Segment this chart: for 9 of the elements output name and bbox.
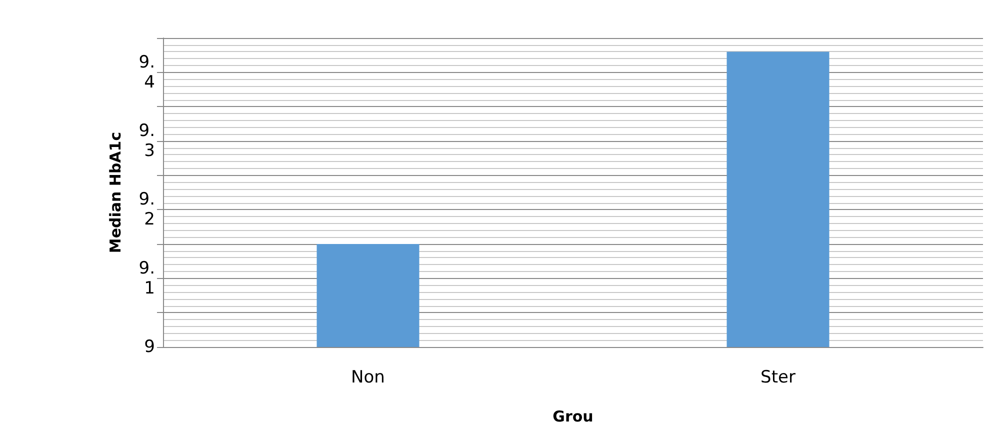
y-tick-label: 9. 4 — [138, 52, 155, 92]
y-tick-label: 9. 2 — [138, 190, 155, 230]
y-tick-label: 9 — [144, 337, 155, 357]
x-tick-label: Non — [351, 368, 385, 388]
x-tick-label: Ster — [760, 368, 796, 388]
x-axis-title: Grou — [552, 408, 594, 426]
y-tick-label: 9. 3 — [138, 121, 155, 161]
y-axis-title: Median HbA1c — [106, 132, 124, 254]
y-tick-label: 9. 1 — [138, 258, 155, 298]
